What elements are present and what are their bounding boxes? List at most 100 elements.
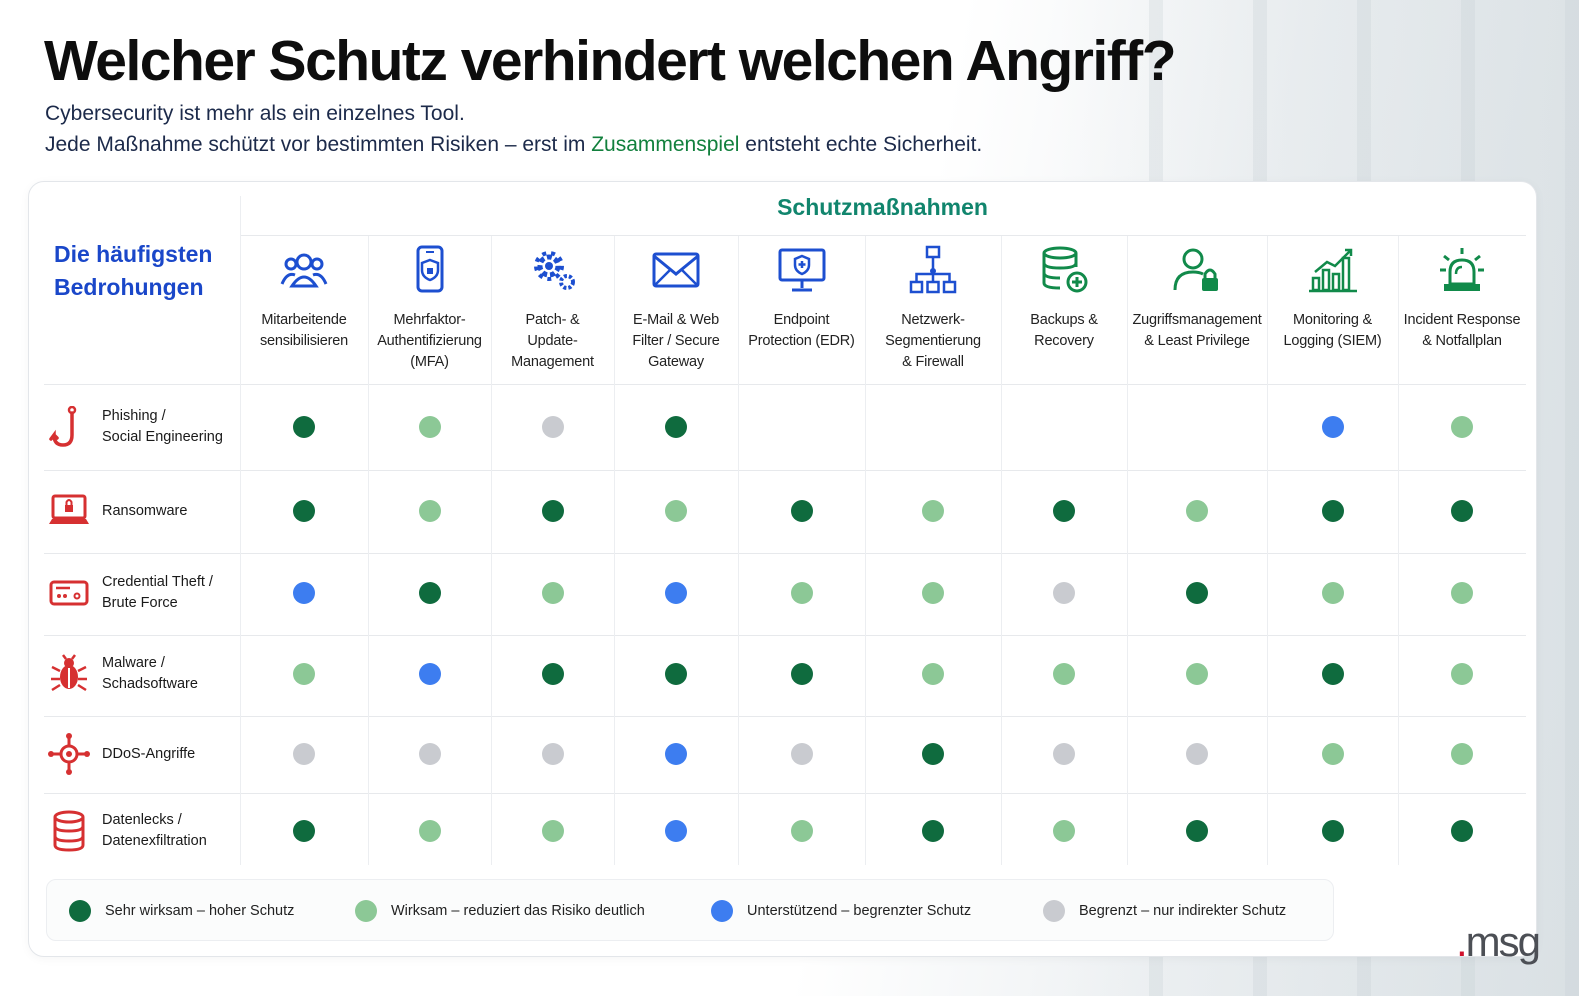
column-divider (738, 236, 739, 865)
legend-label: Sehr wirksam – hoher Schutz (105, 903, 295, 919)
rating-dot-limited (1053, 743, 1075, 765)
row-divider (44, 384, 1526, 385)
rating-dot-very-effective (293, 500, 315, 522)
rating-dot-very-effective (1321, 663, 1344, 685)
rating-dot-very-effective (1053, 500, 1075, 522)
column-header-7: Backups & Recovery (1001, 244, 1127, 352)
column-divider (1001, 236, 1002, 865)
legend-dot (355, 900, 377, 922)
rating-dot-effective (1186, 500, 1208, 522)
legend-item-very-effective: Sehr wirksam – hoher Schutz (69, 880, 294, 942)
column-header-1: Mitarbeitende sensibilisieren (240, 244, 368, 352)
subtitle-line-1: Cybersecurity ist mehr als ein einzelnes… (45, 102, 465, 125)
column-header-label: E-Mail & Web Filter / Secure Gateway (632, 312, 720, 370)
database-icon (48, 810, 90, 852)
threat-label: Malware / Schadsoftware (102, 655, 198, 692)
legend-item-effective: Wirksam – reduziert das Risiko deutlich (355, 880, 645, 942)
column-divider (491, 236, 492, 865)
gears-icon (527, 244, 579, 296)
legend: Sehr wirksam – hoher Schutz Wirksam – red… (46, 879, 1334, 941)
rating-dot-very-effective (1321, 500, 1344, 522)
rating-dot-very-effective (1451, 820, 1473, 842)
legend-dot (1043, 900, 1065, 922)
threat-row-header: DDoS-Angriffe (44, 732, 240, 776)
alarm-light-icon (1436, 244, 1488, 296)
row-divider (44, 470, 1526, 471)
subtitle-text-b: entsteht echte Sicherheit. (739, 133, 983, 156)
rating-dot-effective (665, 500, 687, 522)
password-card-icon (48, 572, 90, 614)
rating-dot-effective (418, 416, 441, 438)
rating-dot-very-effective (665, 416, 687, 438)
column-divider (614, 236, 615, 865)
monitor-shield-icon (776, 244, 828, 296)
rating-dot-very-effective (922, 820, 944, 842)
rating-dot-effective (1053, 820, 1075, 842)
rating-dot-limited (418, 743, 441, 765)
rating-dot-effective (790, 582, 813, 604)
subtitle-text-a: Jede Maßnahme schützt vor bestimmten Ris… (45, 133, 592, 156)
rating-dot-effective (1451, 582, 1473, 604)
row-divider (44, 793, 1526, 794)
column-header-5: Endpoint Protection (EDR) (738, 244, 865, 352)
legend-label: Begrenzt – nur indirekter Schutz (1079, 903, 1287, 919)
rating-dot-very-effective (1451, 500, 1473, 522)
column-header-label: Endpoint Protection (EDR) (748, 312, 855, 349)
column-divider (240, 196, 241, 865)
fishhook-icon (48, 405, 90, 448)
column-header-label: Mehrfaktor- Authentifizierung (MFA) (377, 312, 482, 370)
rating-dot-supporting (665, 820, 687, 842)
rating-dot-effective (418, 820, 441, 842)
subtitle-line-2: Jede Maßnahme schützt vor bestimmten Ris… (45, 133, 982, 157)
rating-dot-very-effective (1321, 820, 1344, 842)
rating-dot-effective (541, 582, 564, 604)
rating-dot-effective (922, 582, 944, 604)
logo-dot: . (1455, 918, 1468, 965)
legend-item-supporting: Unterstützend – begrenzter Schutz (711, 880, 971, 942)
envelope-icon (650, 244, 702, 296)
page-title: Welcher Schutz verhindert welchen Angrif… (44, 29, 1177, 93)
rating-dot-effective (1186, 663, 1208, 685)
row-header-title: Die häufigsten Bedrohungen (54, 241, 213, 300)
threat-row-header: Malware / Schadsoftware (44, 652, 240, 696)
laptop-lock-icon (48, 490, 90, 532)
rating-dot-effective (1451, 663, 1473, 685)
network-icon (907, 244, 959, 296)
threat-label: Ransomware (102, 503, 188, 519)
rating-dot-limited (1186, 743, 1208, 765)
rating-dot-very-effective (790, 663, 813, 685)
rating-dot-effective (922, 663, 944, 685)
column-header-label: Patch- & Update- Management (511, 312, 594, 370)
rating-dot-supporting (293, 582, 315, 604)
rating-dot-very-effective (418, 582, 441, 604)
threat-label: Credential Theft / Brute Force (102, 574, 213, 611)
rating-dot-very-effective (293, 416, 315, 438)
threat-row-header: Phishing / Social Engineering (44, 405, 240, 449)
rating-dot-supporting (665, 743, 687, 765)
header-top-divider (240, 235, 1526, 236)
rating-dot-effective (1321, 743, 1344, 765)
msg-logo: .msg (1455, 918, 1541, 965)
column-header-2: Mehrfaktor- Authentifizierung (MFA) (368, 244, 491, 373)
rating-dot-very-effective (541, 500, 564, 522)
rating-dot-effective (1053, 663, 1075, 685)
column-header-label: Netzwerk- Segmentierung & Firewall (885, 312, 981, 370)
column-header-4: E-Mail & Web Filter / Secure Gateway (614, 244, 738, 373)
row-divider (44, 716, 1526, 717)
column-header-label: Zugriffsmanagement & Least Privilege (1132, 312, 1262, 349)
bug-icon (48, 653, 90, 695)
ddos-icon (48, 733, 90, 775)
row-divider (44, 553, 1526, 554)
threat-label: DDoS-Angriffe (102, 746, 196, 762)
threat-row-header: Credential Theft / Brute Force (44, 571, 240, 615)
subtitle-highlight: Zusammenspiel (591, 133, 740, 156)
legend-label: Unterstützend – begrenzter Schutz (747, 903, 972, 919)
matrix-card (28, 181, 1537, 957)
rating-dot-limited (293, 743, 315, 765)
rating-dot-effective (1451, 743, 1473, 765)
column-divider (1398, 236, 1399, 865)
rating-dot-very-effective (665, 663, 687, 685)
rating-dot-supporting (1321, 416, 1344, 438)
rating-dot-very-effective (790, 500, 813, 522)
column-group-title: Schutzmaßnahmen (777, 194, 988, 220)
